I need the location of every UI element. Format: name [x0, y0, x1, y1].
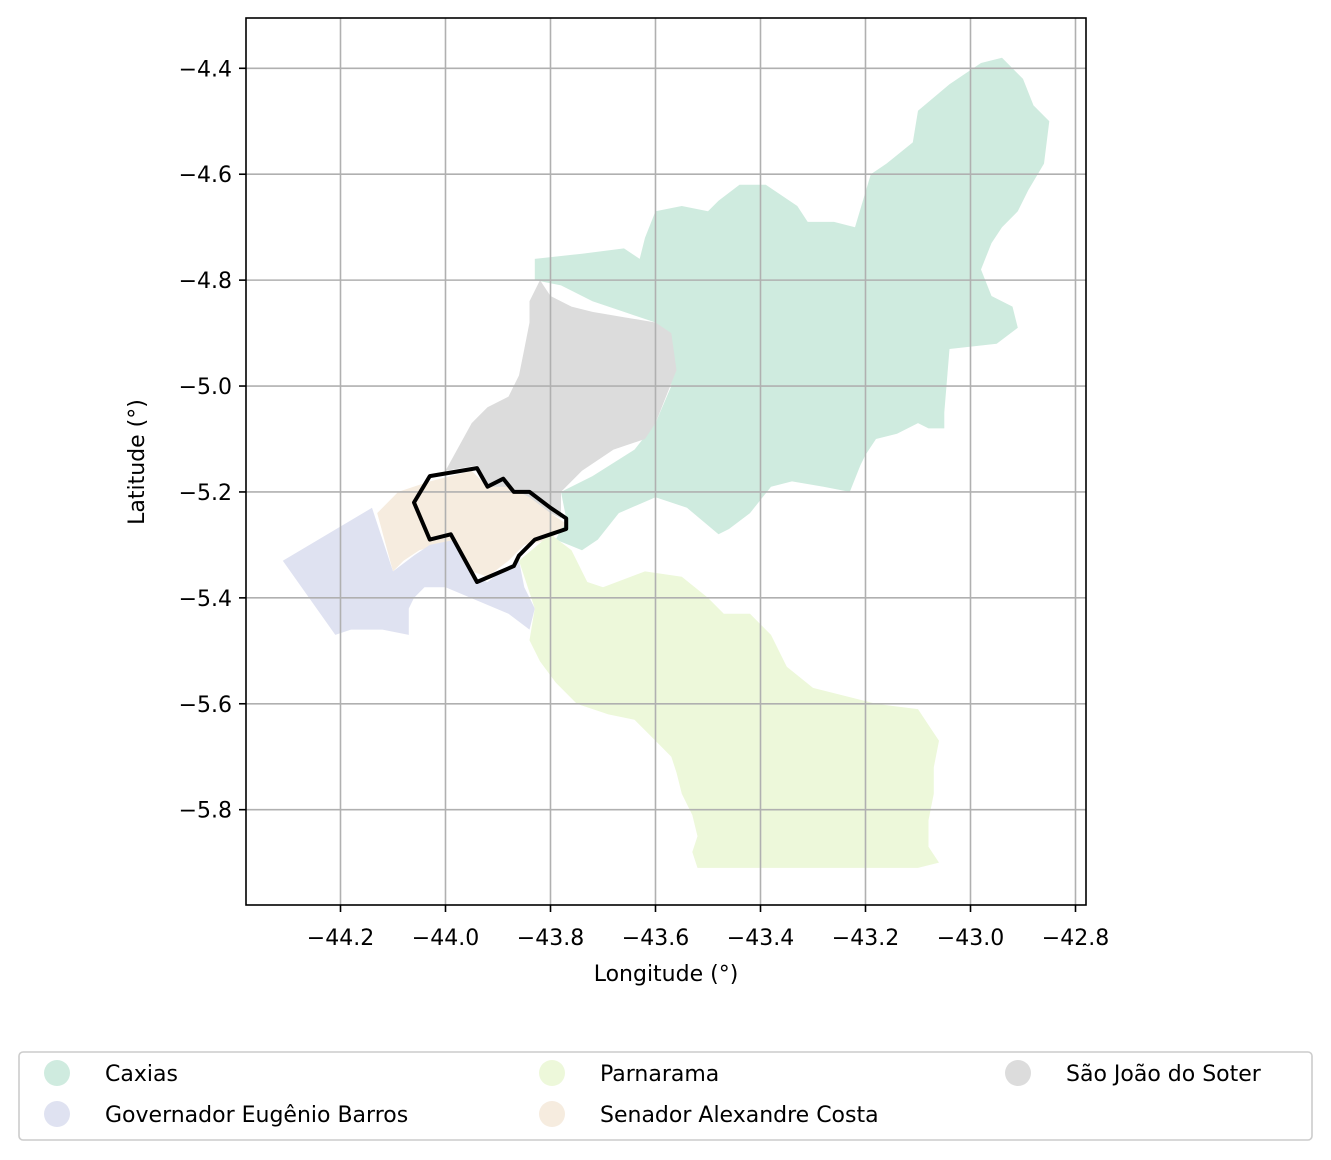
- legend-marker-senador-alexandre-costa: [539, 1101, 565, 1127]
- y-tick-label: −5.2: [179, 481, 232, 506]
- y-tick-label: −4.6: [179, 163, 232, 188]
- region-parnarama: [519, 534, 939, 868]
- grid-layer: [246, 18, 1086, 905]
- x-tick-label: −43.0: [937, 926, 1004, 951]
- region-senador-alexandre-costa: [377, 470, 567, 577]
- y-tick-label: −5.4: [179, 587, 232, 612]
- legend-label-sao-joao-do-soter: São João do Soter: [1066, 1062, 1262, 1087]
- legend-frame: [18, 1051, 1313, 1141]
- x-tick-label: −43.2: [832, 926, 899, 951]
- legend-marker-governador-eugenio-barros: [44, 1101, 70, 1127]
- y-tick-label: −4.4: [179, 57, 232, 82]
- legend-marker-parnarama: [539, 1060, 565, 1086]
- y-axis-label: Latitude (°): [125, 399, 150, 525]
- y-tick-label: −5.8: [179, 799, 232, 824]
- x-tick-label: −44.0: [412, 926, 479, 951]
- x-axis-ticks: −44.2 −44.0 −43.8 −43.6 −43.4 −43.2 −43.0 −42.8: [307, 905, 1109, 951]
- x-axis-label: Longitude (°): [594, 962, 739, 987]
- region-governador-eugenio-barros: [282, 507, 535, 635]
- region-caxias: [534, 57, 1050, 551]
- x-tick-label: −43.8: [517, 926, 584, 951]
- region-sao-joao-do-soter: [445, 280, 677, 519]
- y-axis-ticks: −4.4 −4.6 −4.8 −5.0 −5.2 −5.4 −5.6 −5.8: [179, 57, 246, 824]
- legend-label-governador-eugenio-barros: Governador Eugênio Barros: [105, 1103, 408, 1128]
- plot-frame: [245, 17, 1087, 906]
- x-tick-label: −44.2: [307, 926, 374, 951]
- legend-label-caxias: Caxias: [105, 1062, 178, 1087]
- x-tick-label: −42.8: [1042, 926, 1109, 951]
- legend: Caxias Governador Eugênio Barros Parnarama…: [18, 1051, 1313, 1141]
- x-tick-label: −43.6: [622, 926, 689, 951]
- legend-label-parnarama: Parnarama: [600, 1062, 719, 1087]
- y-tick-label: −4.8: [179, 269, 232, 294]
- legend-label-senador-alexandre-costa: Senador Alexandre Costa: [600, 1103, 879, 1128]
- legend-marker-sao-joao-do-soter: [1005, 1060, 1031, 1086]
- x-tick-label: −43.4: [727, 926, 794, 951]
- legend-marker-caxias: [44, 1060, 70, 1086]
- y-tick-label: −5.0: [179, 375, 232, 400]
- y-tick-label: −5.6: [179, 693, 232, 718]
- highlight-outline: [412, 466, 569, 584]
- regions-layer: [282, 57, 1050, 868]
- highlight-outline-layer: [412, 466, 569, 584]
